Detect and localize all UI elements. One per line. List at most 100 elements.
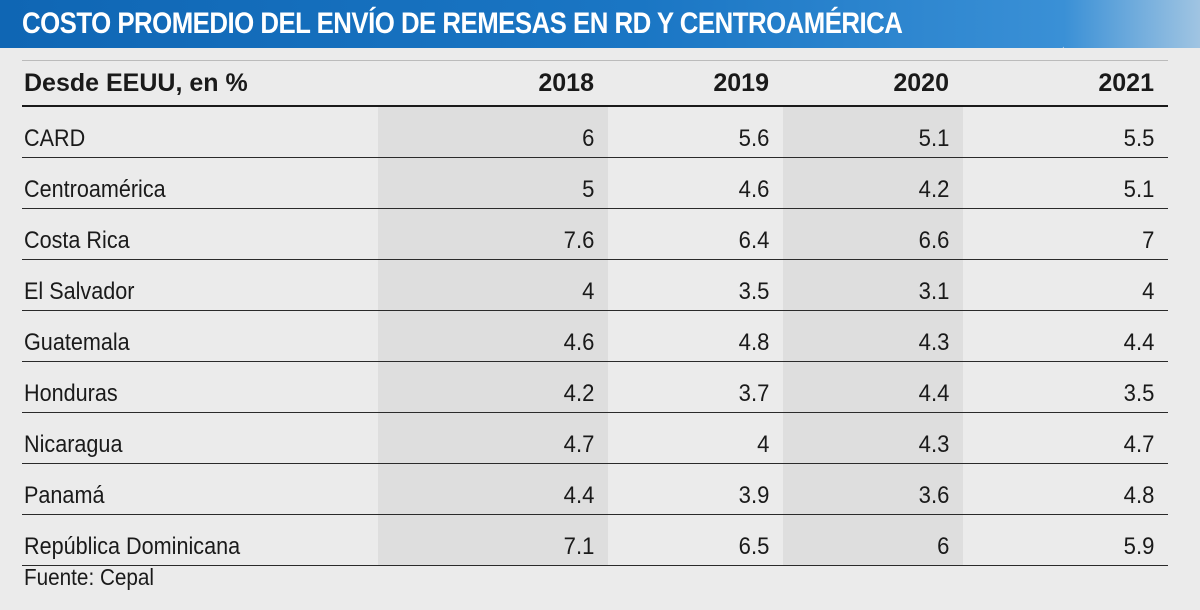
row-label: República Dominicana (24, 532, 241, 560)
cell-value: 4.3 (918, 430, 949, 458)
value-cell-2019: 3.9 (608, 463, 783, 515)
row-label-cell: Centroamérica (22, 157, 378, 209)
value-cell-2018: 4 (378, 259, 608, 311)
cell-value: 6 (936, 532, 949, 560)
cell-value: 4.2 (918, 175, 949, 203)
cell-value: 3.6 (918, 481, 949, 509)
row-label-cell: Costa Rica (22, 208, 378, 260)
value-cell-2021: 5.9 (963, 514, 1168, 566)
data-table: Desde EEUU, en % 2018 2019 2020 2021 CAR… (22, 60, 1168, 566)
row-label: Honduras (24, 379, 118, 407)
value-cell-2021: 4.8 (963, 463, 1168, 515)
value-cell-2020: 5.1 (783, 106, 963, 158)
cell-value: 4.8 (1123, 481, 1154, 509)
value-cell-2019: 4.6 (608, 157, 783, 209)
value-cell-2020: 3.1 (783, 259, 963, 311)
row-label-cell: Guatemala (22, 310, 378, 362)
remittance-cost-table: Desde EEUU, en % 2018 2019 2020 2021 CAR… (22, 60, 1168, 566)
cell-value: 4.4 (918, 379, 949, 407)
cell-value: 5.5 (1123, 124, 1154, 152)
value-cell-2018: 7.1 (378, 514, 608, 566)
value-cell-2020: 4.4 (783, 361, 963, 413)
cell-value: 5.6 (738, 124, 769, 152)
cell-value: 3.1 (918, 277, 949, 305)
value-cell-2021: 3.5 (963, 361, 1168, 413)
cell-value: 6 (581, 124, 594, 152)
value-cell-2020: 3.6 (783, 463, 963, 515)
row-label-cell: Nicaragua (22, 412, 378, 464)
cell-value: 7 (1141, 226, 1154, 254)
value-cell-2021: 5.1 (963, 157, 1168, 209)
cell-value: 5.1 (1123, 175, 1154, 203)
table-row: Nicaragua 4.7 4 4.3 4.7 (22, 412, 1168, 464)
value-cell-2019: 6.5 (608, 514, 783, 566)
cell-value: 5.9 (1123, 532, 1154, 560)
value-cell-2018: 4.4 (378, 463, 608, 515)
value-cell-2020: 4.3 (783, 310, 963, 362)
row-label: Costa Rica (24, 226, 130, 254)
table-row: CARD 6 5.6 5.1 5.5 (22, 106, 1168, 158)
value-cell-2021: 5.5 (963, 106, 1168, 158)
value-cell-2018: 4.6 (378, 310, 608, 362)
cell-value: 4 (1141, 277, 1154, 305)
cell-value: 4.4 (1123, 328, 1154, 356)
cell-value: 6.5 (738, 532, 769, 560)
value-cell-2020: 4.2 (783, 157, 963, 209)
value-cell-2018: 7.6 (378, 208, 608, 260)
value-cell-2020: 4.3 (783, 412, 963, 464)
table-row: Costa Rica 7.6 6.4 6.6 7 (22, 208, 1168, 260)
row-label: Panamá (24, 481, 105, 509)
row-label-cell: CARD (22, 106, 378, 158)
cell-value: 4 (756, 430, 769, 458)
value-cell-2021: 4.7 (963, 412, 1168, 464)
cell-value: 4.3 (918, 328, 949, 356)
column-header-2019: 2019 (608, 60, 783, 107)
cell-value: 6.6 (918, 226, 949, 254)
header-row: Desde EEUU, en % 2018 2019 2020 2021 (22, 60, 1168, 107)
row-label-cell: Honduras (22, 361, 378, 413)
table-row: Guatemala 4.6 4.8 4.3 4.4 (22, 310, 1168, 362)
value-cell-2021: 4.4 (963, 310, 1168, 362)
value-cell-2018: 4.7 (378, 412, 608, 464)
value-cell-2020: 6.6 (783, 208, 963, 260)
row-label-cell: El Salvador (22, 259, 378, 311)
value-cell-2019: 4.8 (608, 310, 783, 362)
table-row: Centroamérica 5 4.6 4.2 5.1 (22, 157, 1168, 209)
value-cell-2019: 3.5 (608, 259, 783, 311)
row-label: Nicaragua (24, 430, 123, 458)
row-label: Guatemala (24, 328, 130, 356)
value-cell-2019: 4 (608, 412, 783, 464)
cell-value: 6.4 (738, 226, 769, 254)
source-note: Fuente: Cepal (24, 564, 168, 591)
cell-value: 3.9 (738, 481, 769, 509)
cell-value: 4.7 (563, 430, 594, 458)
row-label: Centroamérica (24, 175, 166, 203)
cell-value: 4 (581, 277, 594, 305)
value-cell-2019: 6.4 (608, 208, 783, 260)
table-row: Panamá 4.4 3.9 3.6 4.8 (22, 463, 1168, 515)
column-header-2021: 2021 (963, 60, 1168, 107)
cell-value: 5.1 (918, 124, 949, 152)
row-label-cell: República Dominicana (22, 514, 378, 566)
cell-value: 7.1 (563, 532, 594, 560)
table-row: República Dominicana 7.1 6.5 6 5.9 (22, 514, 1168, 566)
value-cell-2019: 5.6 (608, 106, 783, 158)
table-row: El Salvador 4 3.5 3.1 4 (22, 259, 1168, 311)
column-header-2020: 2020 (783, 60, 963, 107)
cell-value: 7.6 (563, 226, 594, 254)
value-cell-2018: 5 (378, 157, 608, 209)
row-label: CARD (24, 124, 86, 152)
row-label-cell: Panamá (22, 463, 378, 515)
cell-value: 4.8 (738, 328, 769, 356)
cell-value: 4.7 (1123, 430, 1154, 458)
cell-value: 3.5 (738, 277, 769, 305)
value-cell-2021: 4 (963, 259, 1168, 311)
row-label: El Salvador (24, 277, 135, 305)
cell-value: 3.7 (738, 379, 769, 407)
table-row: Honduras 4.2 3.7 4.4 3.5 (22, 361, 1168, 413)
value-cell-2021: 7 (963, 208, 1168, 260)
value-cell-2020: 6 (783, 514, 963, 566)
row-header-label: Desde EEUU, en % (22, 60, 378, 107)
value-cell-2018: 4.2 (378, 361, 608, 413)
cell-value: 5 (581, 175, 594, 203)
